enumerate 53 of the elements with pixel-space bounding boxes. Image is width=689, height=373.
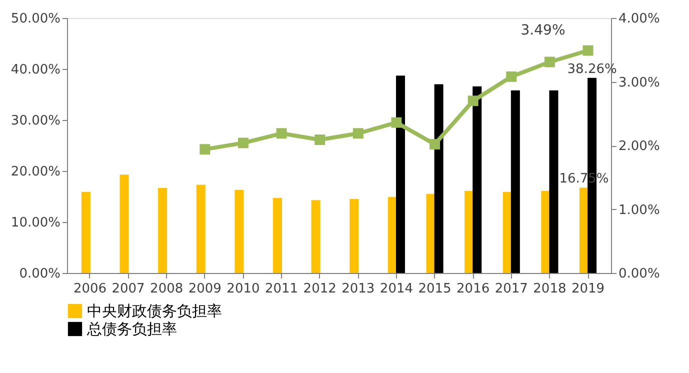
point xyxy=(582,45,594,56)
y2-tick-label: 3.00% xyxy=(618,75,660,90)
point xyxy=(352,128,364,139)
bar xyxy=(311,200,320,273)
x-tick-label: 2013 xyxy=(342,282,375,296)
point xyxy=(238,138,248,148)
bar xyxy=(158,188,168,273)
data-label: 3.49% xyxy=(520,22,566,39)
x-tick-label: 2017 xyxy=(494,282,528,296)
x-tick-label: 2015 xyxy=(418,282,452,296)
y2-tick-label: 0.00% xyxy=(618,266,660,282)
bar xyxy=(350,199,359,273)
legend-label: 中央财政债务负担率 xyxy=(87,302,222,320)
bar xyxy=(273,198,282,273)
point xyxy=(314,134,326,146)
point xyxy=(200,144,210,155)
y-tick-label: 10.00% xyxy=(10,216,60,230)
y2-tick-label: 2.00% xyxy=(618,139,660,154)
y-tick-label: 40.00% xyxy=(10,62,60,78)
bar xyxy=(472,86,482,273)
y-tick-label: 0.00% xyxy=(19,266,60,282)
point xyxy=(430,138,440,150)
bar xyxy=(434,84,444,273)
x-tick-label: 2014 xyxy=(380,282,414,296)
x-tick-label: 2008 xyxy=(150,282,184,296)
point xyxy=(544,56,555,68)
x-tick-label: 2010 xyxy=(226,282,260,296)
point xyxy=(506,71,517,82)
point xyxy=(468,96,478,106)
point xyxy=(276,128,287,139)
bar xyxy=(426,194,436,273)
bar xyxy=(549,90,558,273)
x-tick-label: 2007 xyxy=(112,282,145,296)
bar xyxy=(510,90,520,273)
x-tick-label: 2012 xyxy=(303,282,336,296)
legend-label: 总债务负担率 xyxy=(86,320,177,338)
x-tick-label: 2006 xyxy=(73,282,107,296)
y-tick-label: 20.00% xyxy=(10,164,60,180)
bar xyxy=(196,184,206,273)
x-tick-label: 2018 xyxy=(533,282,566,296)
x-tick-label: 2019 xyxy=(571,282,605,296)
x-tick-label: 2011 xyxy=(264,282,298,296)
x-tick-label: 2016 xyxy=(456,282,490,296)
y2-tick-label: 4.00% xyxy=(618,12,660,26)
y2-tick-label: 1.00% xyxy=(618,202,660,218)
bar xyxy=(120,174,129,273)
bar xyxy=(234,190,244,273)
point xyxy=(391,117,402,128)
bar xyxy=(81,192,90,273)
x-tick-label: 2009 xyxy=(188,282,222,296)
y-tick-label: 30.00% xyxy=(10,114,60,128)
bar xyxy=(396,76,405,273)
y-tick-label: 50.00% xyxy=(10,12,60,26)
